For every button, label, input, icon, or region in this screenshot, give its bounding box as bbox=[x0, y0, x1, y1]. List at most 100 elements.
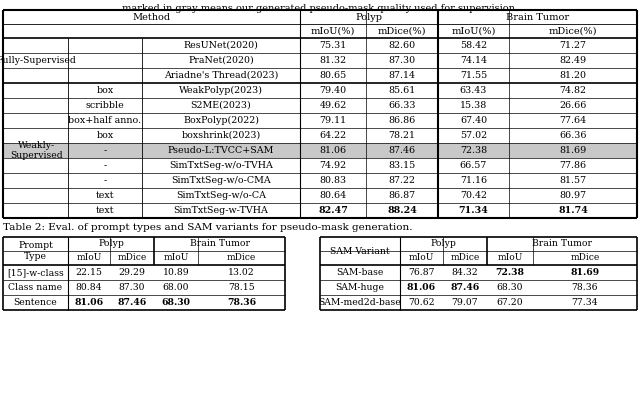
Text: 66.36: 66.36 bbox=[559, 131, 587, 140]
Text: 87.46: 87.46 bbox=[451, 283, 479, 292]
Text: mIoU: mIoU bbox=[163, 253, 189, 263]
Text: 81.20: 81.20 bbox=[559, 71, 586, 80]
Text: mIoU(%): mIoU(%) bbox=[311, 26, 355, 36]
Text: 75.31: 75.31 bbox=[319, 41, 347, 50]
Text: 85.61: 85.61 bbox=[388, 86, 415, 95]
Text: 71.16: 71.16 bbox=[460, 176, 487, 185]
Text: Class name: Class name bbox=[8, 283, 63, 292]
Text: box: box bbox=[97, 131, 114, 140]
Text: 76.87: 76.87 bbox=[408, 268, 435, 277]
Text: box+half anno.: box+half anno. bbox=[68, 116, 141, 125]
Text: text: text bbox=[96, 191, 115, 200]
Text: 13.02: 13.02 bbox=[228, 268, 255, 277]
Text: boxshrink(2023): boxshrink(2023) bbox=[181, 131, 260, 140]
Text: 78.36: 78.36 bbox=[227, 298, 256, 307]
Text: 77.86: 77.86 bbox=[559, 161, 587, 170]
Text: 66.33: 66.33 bbox=[388, 101, 416, 110]
Text: 80.83: 80.83 bbox=[319, 176, 347, 185]
Text: SAM Variant: SAM Variant bbox=[330, 247, 390, 255]
Text: mDice: mDice bbox=[227, 253, 256, 263]
Text: [15]-w-class: [15]-w-class bbox=[7, 268, 64, 277]
Text: 67.20: 67.20 bbox=[497, 298, 524, 307]
Text: 81.06: 81.06 bbox=[319, 146, 347, 155]
Text: mDice: mDice bbox=[451, 253, 479, 263]
Text: 70.42: 70.42 bbox=[460, 191, 487, 200]
Text: marked in gray means our generated pseudo-mask quality used for supervision.: marked in gray means our generated pseud… bbox=[122, 4, 518, 13]
Text: 74.82: 74.82 bbox=[559, 86, 586, 95]
Text: mDice: mDice bbox=[570, 253, 600, 263]
Text: Brain Tumor: Brain Tumor bbox=[189, 240, 250, 248]
Text: 78.21: 78.21 bbox=[388, 131, 415, 140]
Text: 15.38: 15.38 bbox=[460, 101, 487, 110]
Text: SimTxtSeg-w/o-TVHA: SimTxtSeg-w/o-TVHA bbox=[169, 161, 273, 170]
Text: 77.64: 77.64 bbox=[559, 116, 587, 125]
Text: 67.40: 67.40 bbox=[460, 116, 487, 125]
Text: 82.60: 82.60 bbox=[388, 41, 415, 50]
Text: -: - bbox=[104, 146, 107, 155]
Text: 58.42: 58.42 bbox=[460, 41, 487, 50]
Text: 81.74: 81.74 bbox=[558, 206, 588, 215]
Text: Fully-Supervised: Fully-Supervised bbox=[0, 56, 76, 65]
Text: 83.15: 83.15 bbox=[388, 161, 415, 170]
Text: Table 2: Eval. of prompt types and SAM variants for pseudo-mask generation.: Table 2: Eval. of prompt types and SAM v… bbox=[3, 223, 413, 232]
Text: 87.14: 87.14 bbox=[388, 71, 415, 80]
Bar bbox=[3, 143, 637, 158]
Text: 72.38: 72.38 bbox=[495, 268, 525, 277]
Text: 71.34: 71.34 bbox=[459, 206, 488, 215]
Text: mDice(%): mDice(%) bbox=[548, 26, 597, 36]
Text: WeakPolyp(2023): WeakPolyp(2023) bbox=[179, 86, 263, 95]
Text: 87.30: 87.30 bbox=[388, 56, 415, 65]
Text: 81.69: 81.69 bbox=[570, 268, 600, 277]
Text: 81.06: 81.06 bbox=[407, 283, 436, 292]
Text: mDice: mDice bbox=[117, 253, 147, 263]
Text: Pseudo-L:TVCC+SAM: Pseudo-L:TVCC+SAM bbox=[168, 146, 274, 155]
Text: SAM-base: SAM-base bbox=[336, 268, 384, 277]
Text: 87.46: 87.46 bbox=[117, 298, 147, 307]
Text: PraNet(2020): PraNet(2020) bbox=[188, 56, 254, 65]
Text: 87.46: 87.46 bbox=[388, 146, 415, 155]
Text: 86.87: 86.87 bbox=[388, 191, 415, 200]
Text: Prompt
Type: Prompt Type bbox=[18, 241, 53, 261]
Text: 49.62: 49.62 bbox=[319, 101, 347, 110]
Text: 72.38: 72.38 bbox=[460, 146, 487, 155]
Text: 57.02: 57.02 bbox=[460, 131, 487, 140]
Text: -: - bbox=[104, 176, 107, 185]
Text: 68.30: 68.30 bbox=[161, 298, 191, 307]
Text: Polyp: Polyp bbox=[98, 240, 124, 248]
Text: Brain Tumor: Brain Tumor bbox=[532, 240, 592, 248]
Text: Brain Tumor: Brain Tumor bbox=[506, 13, 569, 21]
Text: text: text bbox=[96, 206, 115, 215]
Text: 70.62: 70.62 bbox=[408, 298, 435, 307]
Text: 10.89: 10.89 bbox=[163, 268, 189, 277]
Text: 79.07: 79.07 bbox=[452, 298, 478, 307]
Text: 82.49: 82.49 bbox=[559, 56, 587, 65]
Text: 86.86: 86.86 bbox=[388, 116, 415, 125]
Text: Method: Method bbox=[132, 13, 171, 21]
Text: 81.32: 81.32 bbox=[319, 56, 347, 65]
Text: 80.64: 80.64 bbox=[319, 191, 347, 200]
Text: 81.57: 81.57 bbox=[559, 176, 587, 185]
Text: 64.22: 64.22 bbox=[319, 131, 347, 140]
Text: 68.30: 68.30 bbox=[497, 283, 524, 292]
Text: mIoU: mIoU bbox=[76, 253, 102, 263]
Text: box: box bbox=[97, 86, 114, 95]
Text: 80.84: 80.84 bbox=[76, 283, 102, 292]
Text: 71.27: 71.27 bbox=[559, 41, 586, 50]
Text: 68.00: 68.00 bbox=[163, 283, 189, 292]
Text: SAM-med2d-base: SAM-med2d-base bbox=[319, 298, 401, 307]
Text: Polyp: Polyp bbox=[355, 13, 383, 21]
Text: 82.47: 82.47 bbox=[318, 206, 348, 215]
Text: 88.24: 88.24 bbox=[387, 206, 417, 215]
Text: scribble: scribble bbox=[86, 101, 124, 110]
Text: Polyp: Polyp bbox=[431, 240, 456, 248]
Text: 79.11: 79.11 bbox=[319, 116, 347, 125]
Text: 71.55: 71.55 bbox=[460, 71, 487, 80]
Text: -: - bbox=[104, 161, 107, 170]
Text: 87.22: 87.22 bbox=[388, 176, 415, 185]
Text: mIoU: mIoU bbox=[497, 253, 523, 263]
Text: 29.29: 29.29 bbox=[118, 268, 145, 277]
Text: 87.30: 87.30 bbox=[119, 283, 145, 292]
Text: mIoU: mIoU bbox=[409, 253, 434, 263]
Text: 26.66: 26.66 bbox=[559, 101, 587, 110]
Text: BoxPolyp(2022): BoxPolyp(2022) bbox=[183, 116, 259, 125]
